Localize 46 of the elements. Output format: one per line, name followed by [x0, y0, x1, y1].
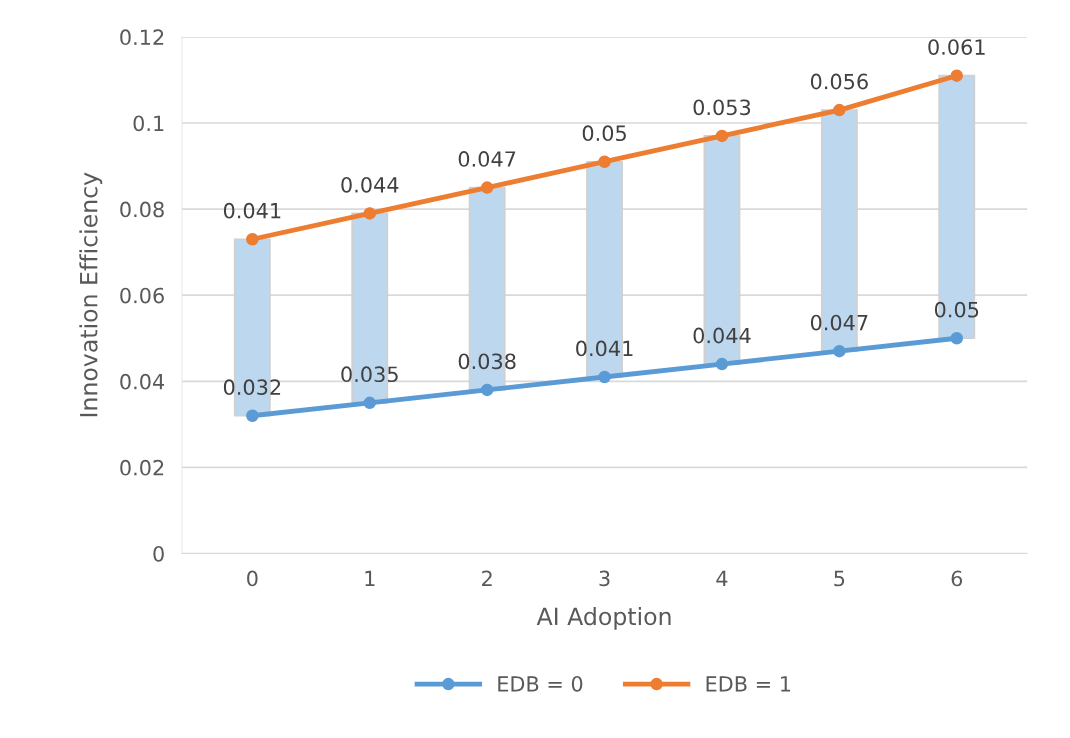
point [833, 344, 846, 358]
point [363, 207, 376, 220]
point [246, 232, 259, 246]
data-label: 0.056 [810, 73, 868, 90]
data-label: 0.041 [223, 202, 281, 219]
data-label: 0.041 [576, 340, 633, 357]
data-label: 0.044 [341, 176, 399, 193]
point [950, 69, 964, 82]
y-tick-label: 0.08 [120, 201, 164, 218]
point [480, 181, 494, 194]
data-label: 0.035 [341, 366, 398, 383]
legend-label: EDB = 1 [706, 676, 791, 692]
data-label: 0.047 [810, 314, 868, 331]
data-label: 0.032 [223, 379, 281, 396]
y-tick-label: 0.02 [120, 459, 164, 476]
data-label: 0.053 [693, 99, 751, 116]
y-tick-label: 0 [153, 545, 164, 562]
y-tick-label: 0.06 [120, 287, 164, 304]
point [950, 331, 964, 345]
point [715, 357, 729, 371]
x-tick-label: 5 [834, 570, 845, 587]
x-tick-label: 1 [365, 570, 375, 586]
y-axis-title: Innovation Efficiency [79, 172, 103, 417]
data-label: 0.061 [928, 39, 985, 55]
point [363, 396, 376, 410]
point [715, 129, 729, 143]
data-label: 0.038 [458, 353, 516, 370]
y-tick-label: 0.1 [133, 115, 164, 132]
legend-label: EDB = 0 [498, 675, 583, 692]
data-label: 0.044 [693, 327, 751, 344]
data-label: 0.05 [582, 125, 626, 142]
data-label: 0.047 [458, 151, 516, 167]
point [598, 370, 611, 384]
x-tick-label: 3 [599, 570, 610, 587]
y-tick-label: 0.12 [120, 29, 164, 46]
x-tick-label: 4 [716, 570, 728, 586]
x-tick-label: 2 [482, 570, 492, 586]
data-label: 0.05 [934, 301, 979, 318]
x-axis-title: AI Adoption [536, 607, 671, 630]
point [480, 383, 494, 397]
x-tick-label: 6 [951, 570, 963, 587]
point [598, 155, 611, 168]
point [833, 103, 846, 117]
point [246, 409, 259, 422]
x-tick-label: 0 [247, 570, 258, 587]
y-tick-label: 0.04 [120, 373, 165, 390]
